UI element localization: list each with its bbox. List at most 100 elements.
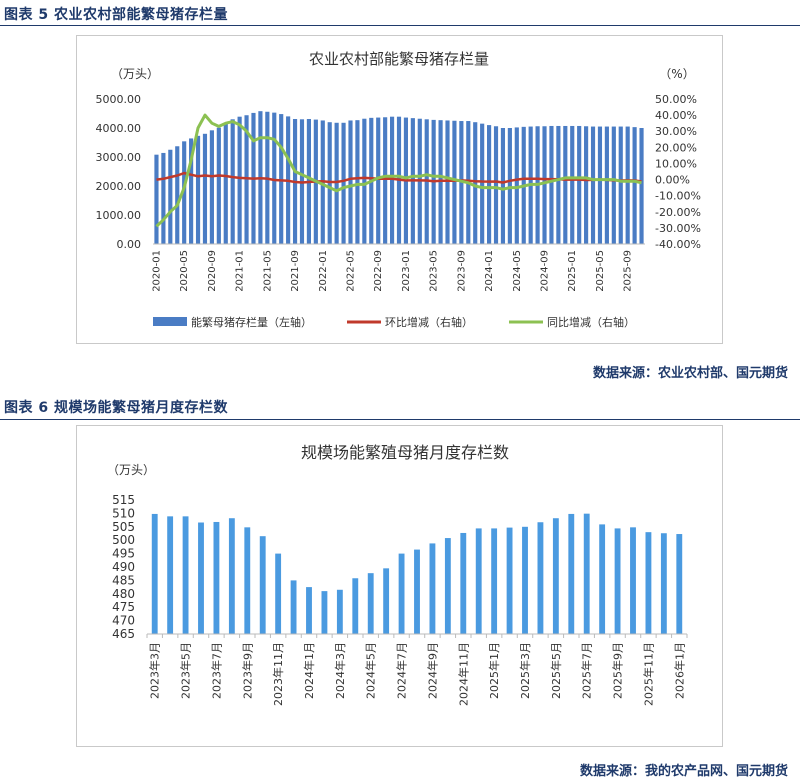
chart1-bar	[182, 141, 187, 244]
chart2-y-tick: 490	[112, 560, 135, 574]
figure1-source: 数据来源：农业农村部、国元期货	[592, 366, 788, 381]
chart1-left-unit: （万头）	[111, 67, 159, 81]
chart2-x-tick: 2024年9月	[425, 642, 439, 699]
chart1-left-tick: 1000.00	[96, 209, 142, 222]
chart1-bar	[632, 127, 637, 244]
chart1-bar	[611, 126, 616, 244]
chart1-bar	[237, 116, 242, 244]
chart2-x-tick: 2023年11月	[271, 642, 285, 706]
chart2-bar	[568, 513, 575, 634]
chart2-bar	[522, 526, 528, 634]
chart2-y-tick: 480	[112, 587, 135, 601]
chart1-bar	[500, 128, 506, 244]
chart1-bar	[272, 112, 277, 244]
chart1-legend-mom-label: 环比增减（右轴）	[385, 315, 473, 329]
chart1-left-tick: 5000.00	[96, 93, 142, 106]
chart2-y-tick: 485	[112, 573, 135, 587]
chart1-bar	[376, 117, 381, 244]
chart2-bar	[599, 524, 606, 634]
chart1-left-tick: 0.00	[117, 238, 142, 251]
chart2-bar	[321, 591, 328, 634]
chart1-right-tick: 40.00%	[655, 109, 697, 122]
chart2-x-tick: 2023年3月	[148, 642, 162, 699]
chart2-bar	[491, 528, 498, 634]
chart1-right-tick: 10.00%	[655, 157, 697, 170]
chart1-left-tick: 4000.00	[96, 122, 142, 135]
chart1-bar	[175, 146, 180, 244]
chart2-bar	[244, 527, 251, 634]
chart2-x-tick: 2024年7月	[395, 642, 409, 699]
chart1-right-tick: 20.00%	[655, 141, 697, 154]
chart2-x-tick: 2023年5月	[179, 642, 193, 699]
chart1-bar	[223, 122, 228, 244]
chart2-svg: 规模场能繁殖母猪月度存栏数 （万头） 51551050550049549048548…	[107, 443, 688, 706]
chart1-yoy-line	[155, 113, 642, 228]
chart1-bar	[577, 125, 582, 244]
chart2-bar	[444, 538, 451, 634]
chart1-right-unit: （%）	[659, 67, 694, 81]
figure1-chart-box: 农业农村部能繁母猪存栏量 （万头） （%） 5000.00 4000.00 3000.00…	[76, 35, 723, 344]
chart1-x-tick: 2021-05	[262, 250, 273, 292]
chart1-bar	[584, 126, 589, 244]
chart2-bar	[398, 553, 405, 634]
chart1-bar	[590, 126, 596, 244]
chart2-x-tick: 2025年7月	[580, 642, 594, 699]
chart1-x-tick: 2025-09	[623, 250, 634, 292]
chart1-bar	[202, 133, 208, 244]
chart1-x-tick: 2023-01	[401, 250, 412, 292]
figure2-caption: 图表 6 规模场能繁母猪月度存栏数	[4, 400, 228, 416]
chart2-bar	[460, 532, 467, 634]
chart1-legend-bar-label: 能繁母猪存栏量（左轴）	[191, 315, 312, 329]
chart1-x-tick: 2021-09	[290, 250, 301, 292]
chart2-y-tick: 495	[112, 547, 135, 561]
chart2-bar	[213, 521, 220, 634]
chart1-right-tick: -10.00%	[655, 190, 701, 203]
chart2-bar	[367, 573, 374, 634]
chart2-x-tick: 2026年1月	[672, 642, 686, 699]
chart1-bar	[244, 115, 249, 245]
chart1-bar	[480, 123, 485, 244]
chart1-bar	[542, 126, 547, 244]
chart1-legend-bar-swatch	[153, 317, 187, 326]
chart2-bar	[198, 522, 204, 634]
chart1-bar	[473, 122, 478, 244]
chart2-x-tick: 2025年3月	[518, 642, 532, 699]
chart2-y-tick: 510	[112, 506, 135, 520]
chart2-bar	[552, 518, 559, 634]
chart1-bar	[597, 126, 603, 244]
chart1-bar	[549, 125, 554, 244]
chart2-title: 规模场能繁殖母猪月度存栏数	[301, 443, 509, 462]
chart1-bar	[355, 120, 360, 244]
chart1-legend-yoy-label: 同比增减（右轴）	[547, 315, 635, 329]
chart1-x-tick: 2020-05	[179, 250, 190, 292]
figure2-source: 数据来源：我的农产品网、国元期货	[579, 764, 788, 779]
chart1-bar	[639, 128, 644, 244]
chart2-bar	[506, 527, 513, 634]
chart1-x-tick: 2020-09	[207, 250, 218, 292]
chart1-bar	[209, 130, 214, 244]
chart1-bar	[189, 138, 194, 244]
chart1-svg: 农业农村部能繁母猪存栏量 （万头） （%） 5000.00 4000.00 3000.00…	[96, 50, 701, 329]
chart2-bar	[228, 518, 235, 634]
chart2-bar	[306, 587, 312, 634]
chart2-bar	[182, 516, 189, 634]
chart1-right-tick: -30.00%	[655, 222, 701, 235]
chart2-x-tick: 2025年1月	[487, 642, 501, 699]
chart2-bar	[475, 528, 482, 634]
chart1-x-tick: 2023-05	[429, 250, 440, 292]
chart1-bar	[556, 125, 561, 244]
chart1-x-tick: 2025-01	[567, 250, 578, 292]
chart2-bar	[151, 513, 158, 634]
figure1-rule	[0, 25, 800, 26]
figure1-caption: 图表 5 农业农村部能繁母猪存栏量	[4, 7, 228, 23]
chart1-x-tick: 2025-05	[595, 250, 606, 292]
chart1-right-tick: -20.00%	[655, 206, 701, 219]
chart2-y-tick: 505	[112, 520, 135, 534]
chart2-x-tick: 2023年7月	[209, 642, 223, 699]
chart1-x-tick: 2020-01	[151, 250, 162, 292]
chart2-x-tick: 2025年9月	[611, 642, 625, 699]
chart2-bar	[429, 543, 436, 634]
chart1-bar	[570, 125, 575, 244]
chart1-bar	[507, 128, 512, 244]
chart1-left-tick: 2000.00	[96, 180, 142, 193]
